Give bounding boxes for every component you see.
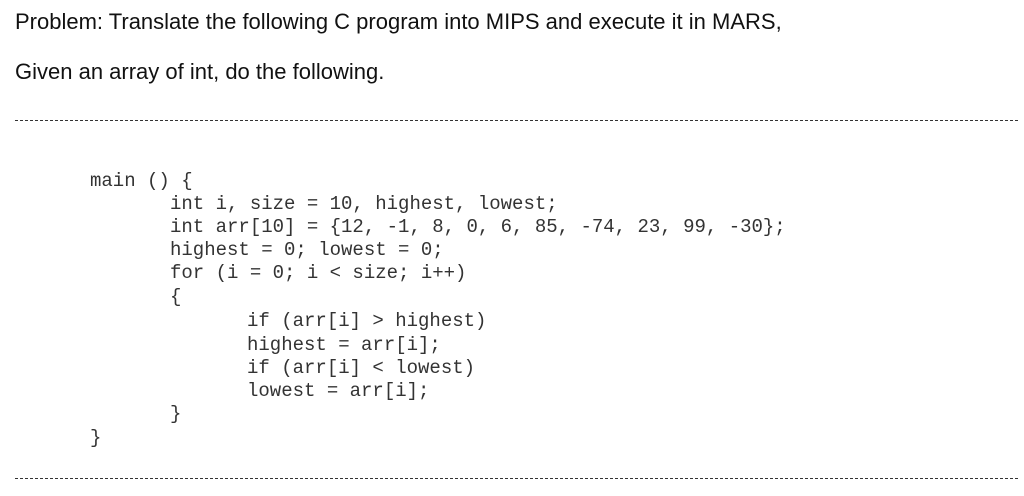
divider-top (15, 120, 1018, 121)
code-line: highest = arr[i]; (247, 334, 441, 356)
code-line: highest = 0; lowest = 0; (170, 239, 444, 261)
code-line: if (arr[i] < lowest) (247, 357, 476, 379)
code-line: int i, size = 10, highest, lowest; (170, 193, 558, 215)
code-line: } (90, 427, 102, 449)
problem-statement: Problem: Translate the following C progr… (15, 9, 782, 34)
code-line: for (i = 0; i < size; i++) (170, 262, 467, 284)
code-line: lowest = arr[i]; (247, 380, 430, 402)
code-line: int arr[10] = {12, -1, 8, 0, 6, 85, -74,… (170, 216, 786, 238)
code-line: } (170, 403, 182, 425)
problem-description: Given an array of int, do the following. (15, 59, 385, 84)
divider-bottom (15, 478, 1018, 479)
code-line: { (170, 286, 182, 308)
code-line: main () { (90, 170, 193, 192)
code-line: if (arr[i] > highest) (247, 310, 487, 332)
